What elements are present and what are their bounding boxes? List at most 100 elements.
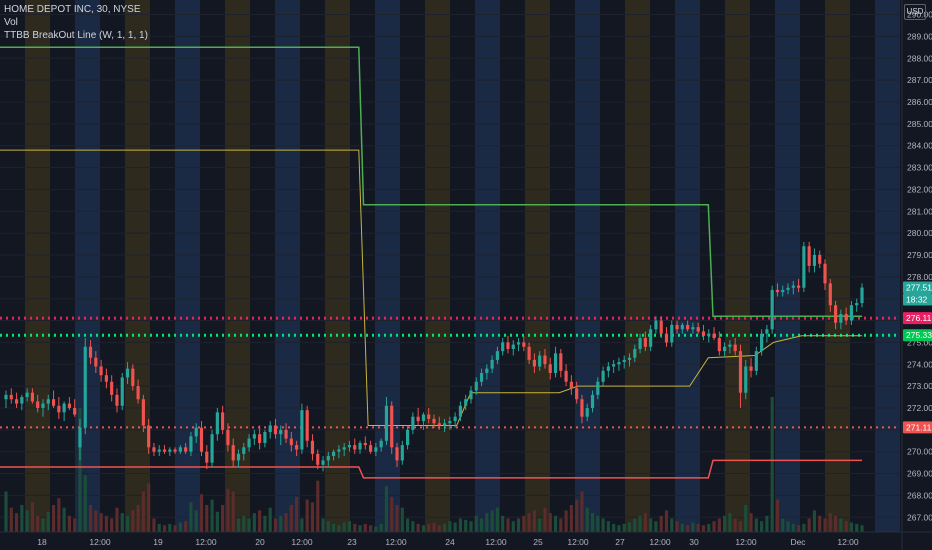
candle-body (770, 289, 774, 330)
volume-bar (744, 505, 748, 532)
volume-bar (279, 515, 283, 532)
candle-body (99, 366, 103, 376)
volume-bar (606, 521, 610, 532)
volume-indicator-label[interactable]: Vol (4, 17, 18, 28)
volume-bar (844, 521, 848, 532)
volume-bar (569, 505, 573, 532)
candle-body (564, 370, 568, 382)
time-tick-label: 24 (445, 537, 455, 547)
candle-body (786, 287, 790, 290)
candle-body (51, 399, 56, 406)
volume-bar (516, 518, 521, 532)
volume-bar (94, 510, 98, 532)
candle-body (347, 445, 352, 448)
time-tick-label: 12:00 (485, 537, 507, 547)
volume-bar (479, 518, 484, 532)
candle-body (194, 427, 198, 437)
price-tick-label: 270.00 (907, 447, 932, 457)
price-tag (903, 312, 932, 325)
candle-body (833, 305, 838, 323)
volume-bar (649, 518, 653, 532)
volume-bar (178, 522, 182, 532)
candle-body (305, 410, 309, 441)
currency-button[interactable]: USD (904, 4, 926, 20)
session-band (425, 0, 450, 532)
volume-bar (289, 505, 293, 532)
candle-body (590, 394, 595, 408)
volume-bar (41, 518, 45, 532)
price-tick-label: 284.00 (907, 141, 932, 151)
volume-bar (812, 510, 817, 532)
volume-bar (855, 523, 859, 532)
breakout-line-upper (0, 46, 863, 317)
volume-bar (828, 513, 832, 532)
volume-bar (474, 515, 478, 532)
candle-body (210, 434, 214, 463)
volume-bar (490, 510, 494, 532)
candle-body (279, 429, 283, 435)
candle-body (189, 436, 193, 452)
volume-bar (305, 499, 309, 532)
price-tag-label: 18:32 (906, 295, 928, 305)
volume-bar (701, 525, 706, 532)
candle-body (738, 351, 743, 393)
price-tick-label: 278.00 (907, 272, 932, 282)
volume-bar (532, 510, 536, 532)
volume-bar (564, 510, 568, 532)
volume-bar (242, 515, 246, 532)
candle-body (516, 342, 521, 345)
candle-body (4, 394, 8, 400)
price-tag (903, 293, 932, 306)
candle-body (479, 373, 484, 382)
time-axis[interactable]: 18 12:00 19 12:00 20 12:00 23 12:00 24 12:00 25 12:… (37, 537, 859, 547)
time-tick-label: 12:00 (735, 537, 757, 547)
candle-body (553, 353, 558, 374)
candle-body (664, 333, 669, 343)
volume-bar (728, 513, 732, 532)
candle-body (807, 246, 811, 266)
candle-body (242, 447, 246, 454)
candle-body (855, 303, 859, 306)
volume-bar (115, 507, 119, 532)
symbol-title[interactable]: HOME DEPOT INC, 30, NYSE (4, 4, 141, 15)
volume-bar (849, 522, 854, 532)
breakout-lines (0, 46, 863, 479)
price-axis[interactable]: 267.00268.00269.00270.00271.00272.00273.… (907, 10, 932, 523)
volume-bar (781, 518, 785, 532)
volume-bar (770, 397, 774, 532)
candle-body (390, 405, 394, 448)
candle-body (152, 447, 156, 452)
volume-bar (506, 518, 510, 532)
volume-bar (511, 521, 515, 532)
candle-body (263, 432, 267, 443)
volume-bar (157, 523, 161, 532)
candle-body (781, 289, 785, 293)
volume-bar (786, 521, 790, 532)
time-tick-label: 12:00 (195, 537, 217, 547)
volume-bar (818, 515, 822, 532)
breakout-indicator-label[interactable]: TTBB BreakOut Line (W, 1, 1, 1) (4, 30, 148, 41)
candle-body (78, 427, 82, 448)
candle-body (67, 403, 71, 408)
volume-bar (839, 518, 843, 532)
candle-body (522, 342, 526, 347)
volume-bar (136, 505, 140, 532)
volume-bar (548, 513, 552, 532)
volume-bar (707, 523, 711, 532)
price-tick-label: 281.00 (907, 206, 932, 216)
volume-bar (252, 513, 256, 532)
volume-bar (617, 525, 621, 532)
volume-bar (612, 523, 616, 532)
candle-body (823, 263, 827, 284)
candle-body (601, 370, 605, 382)
session-band (575, 0, 600, 532)
candle-body (744, 366, 748, 393)
session-band (325, 0, 350, 532)
volume-bar (300, 518, 304, 532)
volume-bar (268, 507, 272, 532)
candle-body (247, 438, 251, 448)
candle-body (844, 313, 848, 321)
volume-bar (458, 518, 463, 532)
price-tick-label: 287.00 (907, 75, 932, 85)
